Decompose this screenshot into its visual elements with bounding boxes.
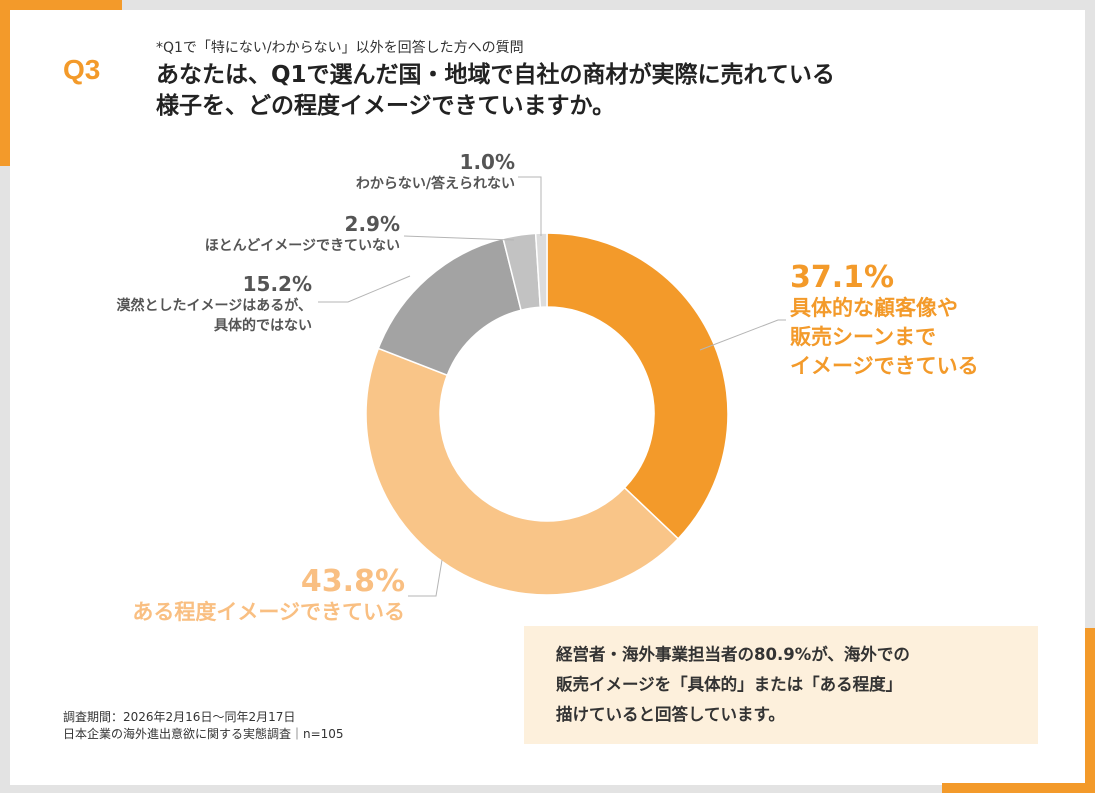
summary-text: 経営者・海外事業担当者の80.9%が、海外での 販売イメージを「具体的」または「… <box>556 640 910 730</box>
label-specific: 37.1% 具体的な顧客像や 販売シーンまで イメージできている <box>790 262 979 381</box>
category-label-some: ある程度イメージできている <box>132 600 405 624</box>
slice-some <box>365 347 680 596</box>
question-number: Q3 <box>63 54 101 85</box>
corner-accent-top-left <box>0 0 122 10</box>
category-label-hardly: ほとんどイメージできていない <box>204 238 400 254</box>
leader-line-vague <box>318 275 411 303</box>
value-label-vague: 15.2% <box>242 272 312 296</box>
summary-line-3: 描けていると回答しています。 <box>556 705 785 724</box>
value-label-dont-know: 1.0% <box>459 150 515 174</box>
category-label-dont-know: わからない/答えられない <box>355 176 515 192</box>
question-note: *Q1で「特にない/わからない」以外を回答した方への質問 <box>156 40 524 56</box>
category-label-vague-line-1: 漠然としたイメージはあるが、 <box>116 298 312 314</box>
category-label-vague-line-2: 具体的ではない <box>214 318 312 334</box>
summary-line-1: 経営者・海外事業担当者の80.9%が、海外での <box>556 645 910 664</box>
label-some: 43.8% ある程度イメージできている <box>60 566 405 626</box>
survey-name: 日本企業の海外進出意欲に関する実態調査｜n=105 <box>63 727 344 741</box>
survey-period: 調査期間：2026年2月16日～同年2月17日 <box>63 710 296 724</box>
value-label-specific: 37.1% <box>790 260 895 295</box>
label-vague: 15.2% 漠然としたイメージはあるが、 具体的ではない <box>40 272 312 336</box>
value-label-hardly: 2.9% <box>344 212 400 236</box>
slice-dont-know <box>534 232 548 309</box>
label-hardly: 2.9% ほとんどイメージできていない <box>100 212 400 256</box>
category-label-specific-line-1: 具体的な顧客像や <box>790 296 958 320</box>
question-title-line-1: あなたは、Q1で選んだ国・地域で自社の商材が実際に売れている <box>156 62 835 88</box>
survey-footer: 調査期間：2026年2月16日～同年2月17日 日本企業の海外進出意欲に関する実… <box>63 709 344 743</box>
label-dont-know: 1.0% わからない/答えられない <box>280 150 515 194</box>
question-title: あなたは、Q1で選んだ国・地域で自社の商材が実際に売れている 様子を、どの程度イ… <box>156 60 936 122</box>
summary-callout: 経営者・海外事業担当者の80.9%が、海外での 販売イメージを「具体的」または「… <box>524 626 1038 744</box>
summary-line-2: 販売イメージを「具体的」または「ある程度」 <box>556 675 903 694</box>
slice-specific <box>546 232 729 540</box>
category-label-specific-line-2: 販売シーンまで <box>790 325 936 349</box>
leader-line-hardly <box>403 235 515 241</box>
donut-slices <box>365 232 729 596</box>
leader-line-some <box>408 559 443 597</box>
question-title-line-2: 様子を、どの程度イメージできていますか。 <box>156 93 616 119</box>
leader-line-dont-know <box>518 176 542 236</box>
leader-lines <box>318 176 786 597</box>
leader-line-specific <box>699 319 786 351</box>
category-label-specific-line-3: イメージできている <box>790 354 979 378</box>
corner-accent-bottom-right <box>942 783 1095 793</box>
value-label-some: 43.8% <box>300 564 405 599</box>
slice-vague <box>377 237 522 377</box>
corner-accent-right-bottom <box>1085 628 1095 793</box>
corner-accent-left-top <box>0 0 10 166</box>
